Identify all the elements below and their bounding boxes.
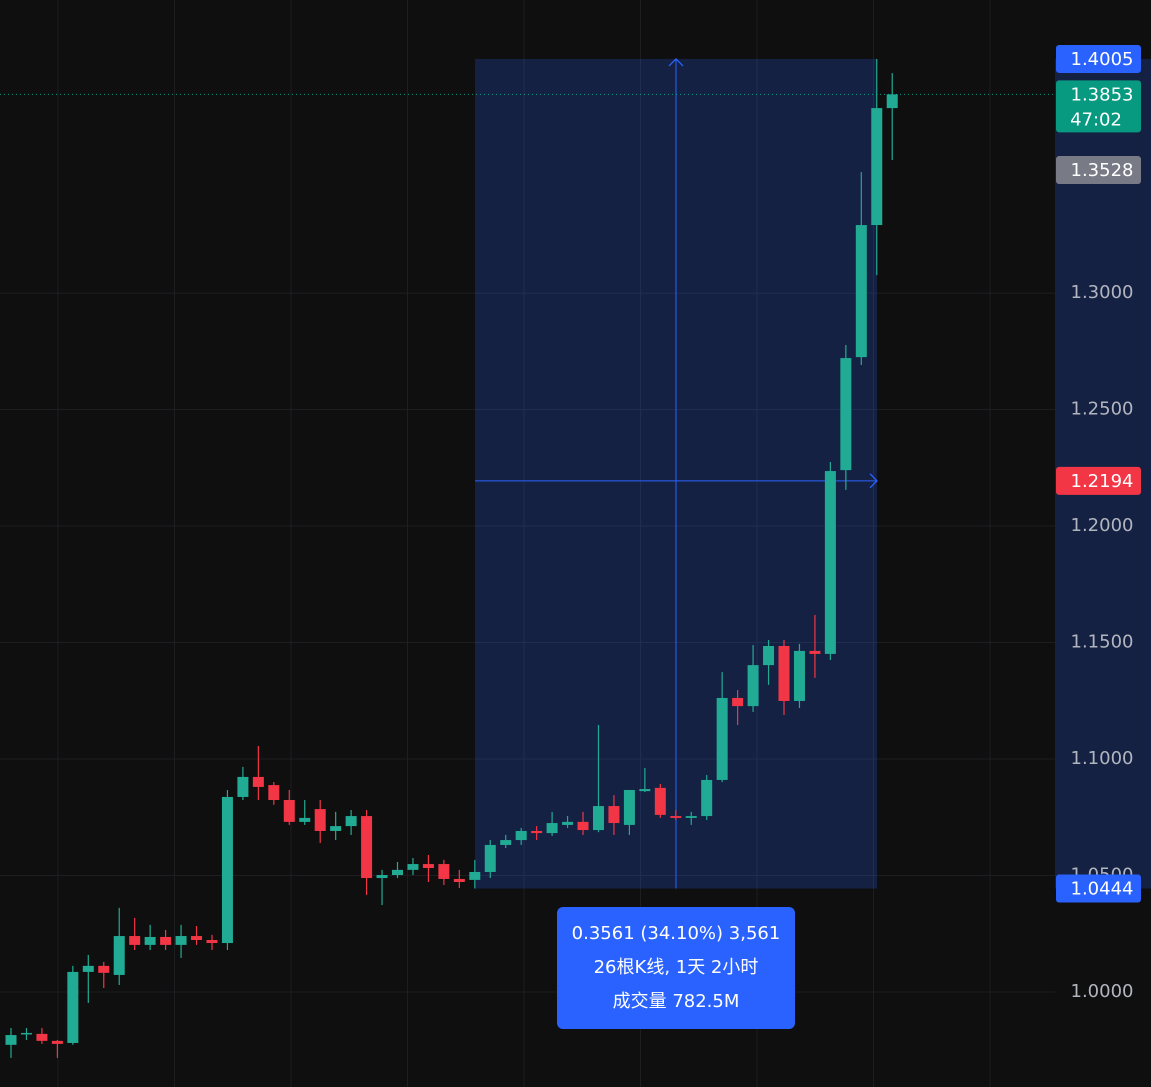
candle-body [314,809,326,831]
candle-body [36,1033,48,1041]
candle-body [484,844,496,872]
y-tick-label: 1.1000 [1071,748,1134,769]
price-label: 1.3528 [1071,160,1134,181]
measure-high-label: 1.4005 [1071,49,1134,70]
candle-body [608,806,620,824]
candle-body [422,864,434,869]
price-label-bg [1056,156,1141,185]
y-tick-label: 1.0000 [1071,981,1134,1002]
y-tick-label: 1.3000 [1071,282,1134,303]
candle-body [562,821,574,825]
candle-body [871,108,883,226]
price-label: 1.2194 [1071,471,1134,492]
measure-high-bg [1056,44,1141,73]
candle-body [469,871,481,880]
countdown: 47:02 [1070,109,1122,130]
candle-body [51,1040,63,1044]
candle-body [453,878,465,882]
candle-body [175,936,187,945]
measure-low-bg [1056,874,1141,903]
price-label: 1.3853 [1071,84,1134,105]
y-tick-label: 1.2000 [1071,515,1134,536]
candle-body [361,816,373,879]
candle-body [144,936,156,945]
candle-body [206,940,218,944]
candle-body [221,796,233,944]
measure-tooltip-line: 0.3561 (34.10%) 3,561 [572,923,781,944]
measure-tooltip-line: 26根K线, 1天 2小时 [594,957,759,978]
measure-low-label: 1.0444 [1071,879,1134,900]
candle-body [670,816,682,818]
candle-body [5,1035,17,1045]
candle-body [392,869,403,876]
candle-body [654,787,666,815]
candle-body [778,646,790,701]
measure-tooltip-line: 成交量 782.5M [613,991,740,1012]
candle-body [82,965,94,972]
candle-body [299,817,311,822]
candle-body [438,864,450,879]
candle-body [237,776,249,797]
measure-arrow-up [668,58,684,67]
candle-body [840,358,852,471]
candle-body [330,826,342,831]
candle-body [113,936,125,975]
candle-body [98,965,110,973]
candle-body [809,650,821,654]
candle-body [407,864,419,870]
candle-body [345,816,357,827]
candle-body [623,789,635,825]
candle-body [129,936,141,945]
candle-body [376,875,388,879]
measure-arrow-right [869,473,878,489]
candle-body [515,830,527,841]
candle-body [763,646,775,666]
price-label-bg [1056,466,1141,495]
candle-body [747,665,759,707]
candle-body [500,840,512,845]
candle-body [191,936,203,941]
candle-body [252,776,264,787]
price-label-bg [1056,80,1141,133]
candle-body [685,816,697,818]
candle-body [886,94,898,109]
candle-body [283,799,295,822]
candle-body [793,650,805,701]
candle-body [639,789,651,792]
y-tick-label: 1.2500 [1071,399,1134,420]
candle-body [592,806,604,831]
candle-body [824,471,836,654]
candle-body [577,821,589,831]
candle-body [268,785,280,800]
measure-tooltip-bg [557,907,795,1029]
y-tick-label: 1.1500 [1071,632,1134,653]
candle-body [20,1032,32,1035]
candle-body [160,936,172,945]
candle-body [67,971,79,1043]
candle-body [546,823,558,834]
candle-body [855,225,867,358]
candle-body [531,830,543,834]
candle-body [732,697,744,707]
candle-body [716,697,728,780]
candle-body [701,779,713,817]
